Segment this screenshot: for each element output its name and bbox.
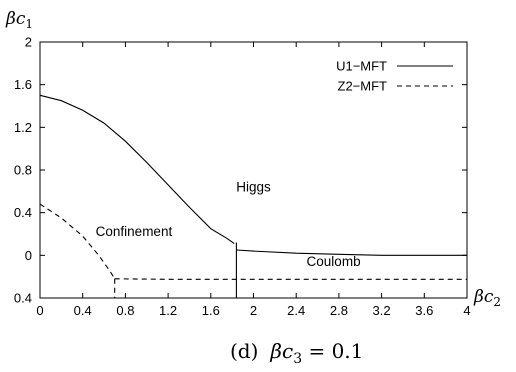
x-tick-label: 3.6 xyxy=(415,303,433,318)
caption-rel: = 0.1 xyxy=(302,339,363,363)
y-tick-label: 1.2 xyxy=(14,120,32,135)
plot-frame xyxy=(39,41,468,299)
plot-border xyxy=(39,41,468,299)
y-tick-label: 0 xyxy=(25,248,32,263)
series-line-u1-mft xyxy=(236,249,467,256)
series-lines xyxy=(39,94,467,298)
region-label-confinement: Confinement xyxy=(96,224,173,239)
y-axis-label-sub: 1 xyxy=(25,17,33,31)
y-tick-label: 0.4 xyxy=(14,291,32,306)
x-tick-label: 2 xyxy=(250,303,257,318)
x-tick-label: 1.2 xyxy=(159,303,177,318)
region-labels: Higgs Confinement Coulomb xyxy=(96,179,361,269)
caption-var: β xyxy=(269,339,282,363)
y-tick-label: 1.6 xyxy=(14,77,32,92)
x-axis-label-sub: 2 xyxy=(493,295,501,309)
x-axis-label-sym: c xyxy=(484,287,494,307)
axis-ticks: 0 0.4 0.8 1.2 1.6 2 2.4 2.8 3.2 3.6 4 2 1.6 1.2 0.8 0.4… xyxy=(14,35,471,319)
y-tick-label: 2 xyxy=(25,35,32,50)
y-axis-label: βc1 xyxy=(5,9,33,31)
region-label-higgs: Higgs xyxy=(236,179,271,194)
x-tick-label: 4 xyxy=(463,303,470,318)
legend-label: Z2−MFT xyxy=(338,79,388,94)
x-tick-label: 2.8 xyxy=(330,303,348,318)
caption-sym: c xyxy=(282,339,293,363)
y-tick-label: 0.8 xyxy=(14,163,32,178)
y-axis-label-sym: c xyxy=(16,9,26,29)
caption-sub: 3 xyxy=(293,351,302,367)
x-tick-label: 1.6 xyxy=(202,303,220,318)
x-axis-label: βc2 xyxy=(473,287,501,309)
series-line-z2-mft xyxy=(39,203,116,280)
x-tick-label: 0.8 xyxy=(116,303,134,318)
caption-prefix: (d) xyxy=(230,339,258,363)
series-line-u1-mft xyxy=(39,94,235,245)
series-line-z2-mft xyxy=(114,278,467,280)
x-tick-label: 2.4 xyxy=(287,303,305,318)
x-tick-label: 0 xyxy=(36,303,43,318)
y-axis-label-var: β xyxy=(5,9,16,29)
legend: U1−MFT Z2−MFT xyxy=(336,59,453,94)
legend-label: U1−MFT xyxy=(336,59,387,74)
chart-caption: (d) βc3 = 0.1 xyxy=(230,339,363,367)
x-tick-label: 3.2 xyxy=(373,303,391,318)
x-axis-label-var: β xyxy=(473,287,484,307)
x-tick-label: 0.4 xyxy=(74,303,92,318)
region-label-coulomb: Coulomb xyxy=(307,254,361,269)
y-tick-label: 0.4 xyxy=(14,205,32,220)
